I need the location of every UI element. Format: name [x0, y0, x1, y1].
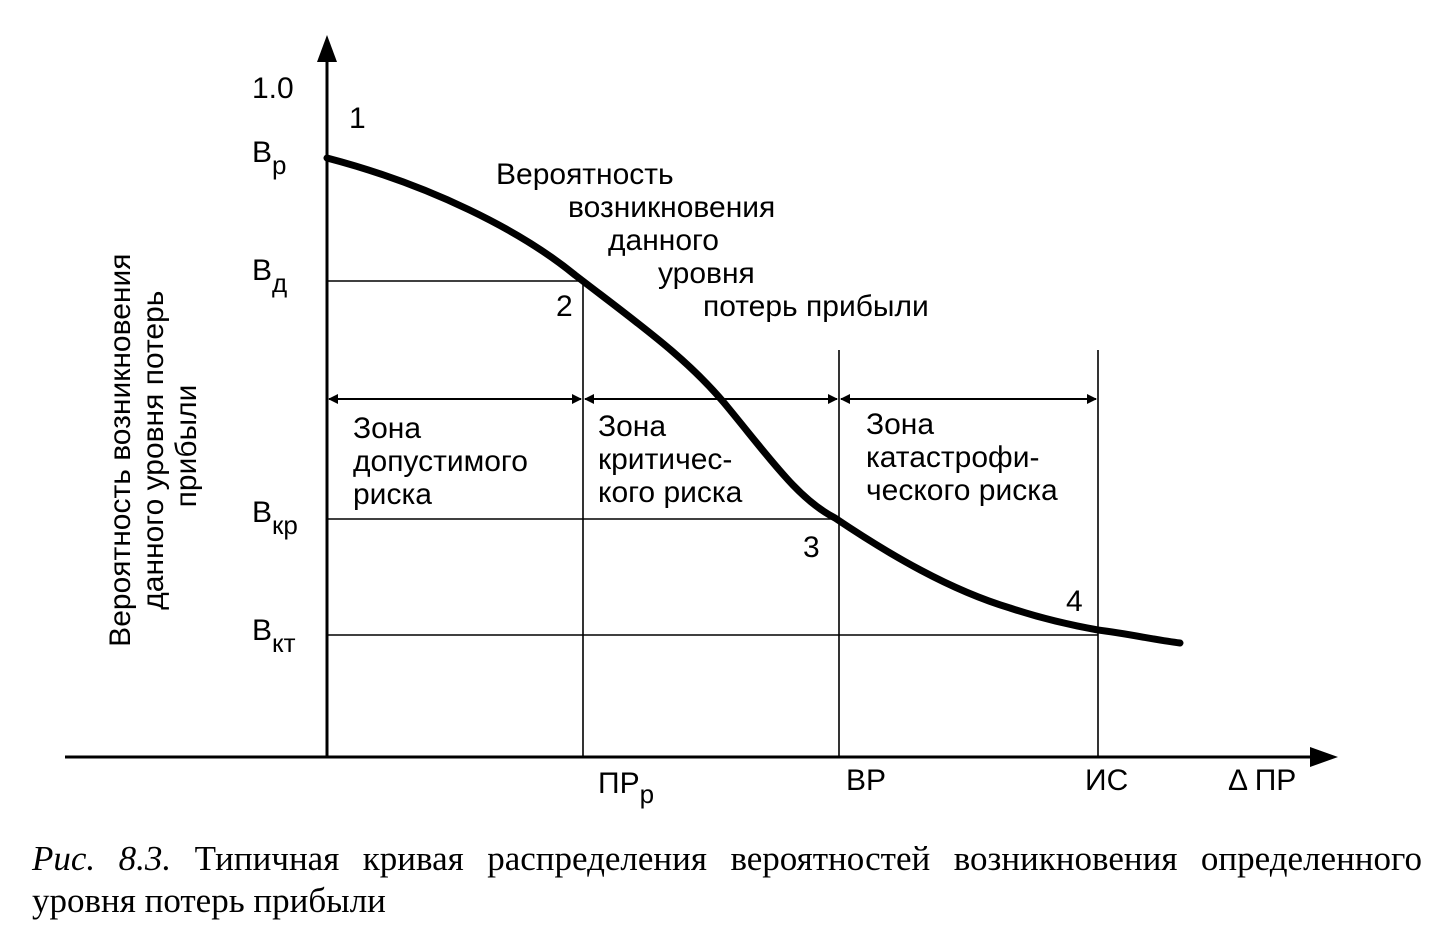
x-axis-arrow	[1310, 747, 1338, 767]
y-tick-b-r-sub: р	[272, 150, 286, 180]
zone-label-critical: Зона критичес- кого риска	[598, 410, 743, 509]
zone-acceptable-line-1: Зона	[353, 412, 421, 445]
curve-label: Вероятность возникновения данного уровня…	[496, 158, 929, 323]
x-tick-pr-r-sub: р	[640, 779, 654, 809]
zone-critical-line-3: кого риска	[598, 476, 743, 509]
x-tick-pr-r: ПРр	[598, 767, 654, 809]
y-tick-one: 1.0	[252, 72, 294, 105]
caption-number: Рис. 8.3.	[32, 839, 172, 878]
y-axis-title-line-3: прибыли	[170, 385, 203, 508]
y-tick-b-kt: Вкт	[252, 614, 296, 658]
y-tick-b-kr: Вкр	[252, 496, 298, 540]
zone-acceptable-line-3: риска	[353, 478, 432, 511]
probability-curve	[323, 154, 1184, 647]
y-tick-b-kr-sub: кр	[272, 510, 298, 540]
y-tick-b-r-base: В	[252, 136, 272, 169]
y-tick-b-kr-base: В	[252, 496, 272, 529]
curve-label-line-4: уровня	[658, 257, 755, 290]
curve-label-line-2: возникновения	[568, 191, 775, 224]
x-tick-delta-pr: Δ ПР	[1228, 764, 1296, 797]
point-4: 4	[1066, 585, 1083, 618]
y-tick-b-kt-sub: кт	[272, 628, 296, 658]
y-axis-arrow	[317, 35, 337, 62]
curve-label-line-3: данного	[608, 224, 719, 257]
figure-caption: Рис. 8.3. Типичная кривая распределения …	[32, 838, 1422, 922]
x-tick-is: ИС	[1085, 764, 1128, 797]
y-tick-b-d-sub: д	[272, 268, 287, 298]
y-axis-title: Вероятность возникновения данного уровня…	[104, 245, 203, 647]
curve-label-line-5: потерь прибыли	[703, 290, 929, 323]
curve-label-line-1: Вероятность	[496, 158, 674, 191]
y-tick-b-r: Вр	[252, 136, 286, 180]
zone-label-catastrophic: Зона катастрофи- ческого риска	[866, 408, 1058, 507]
y-tick-b-kt-base: В	[252, 614, 272, 647]
x-tick-vr: ВР	[846, 764, 886, 797]
point-1: 1	[349, 102, 366, 135]
point-3: 3	[803, 531, 820, 564]
y-axis-title-line-1: Вероятность возникновения	[104, 254, 137, 647]
y-tick-b-d: Вд	[252, 254, 287, 298]
zone-critical-line-2: критичес-	[598, 443, 732, 476]
zone-catastrophic-line-1: Зона	[866, 408, 934, 441]
caption-text: Типичная кривая распределения вероятност…	[32, 839, 1423, 920]
zone-catastrophic-line-2: катастрофи-	[866, 441, 1039, 474]
zone-acceptable-line-2: допустимого	[353, 445, 528, 478]
zone-catastrophic-line-3: ческого риска	[866, 474, 1058, 507]
x-tick-pr-r-base: ПР	[598, 767, 640, 800]
point-2: 2	[556, 290, 573, 323]
y-axis-title-line-2: данного уровня потерь	[137, 291, 170, 610]
zone-critical-line-1: Зона	[598, 410, 666, 443]
zone-label-acceptable: Зона допустимого риска	[353, 412, 536, 511]
y-tick-b-d-base: В	[252, 254, 272, 287]
